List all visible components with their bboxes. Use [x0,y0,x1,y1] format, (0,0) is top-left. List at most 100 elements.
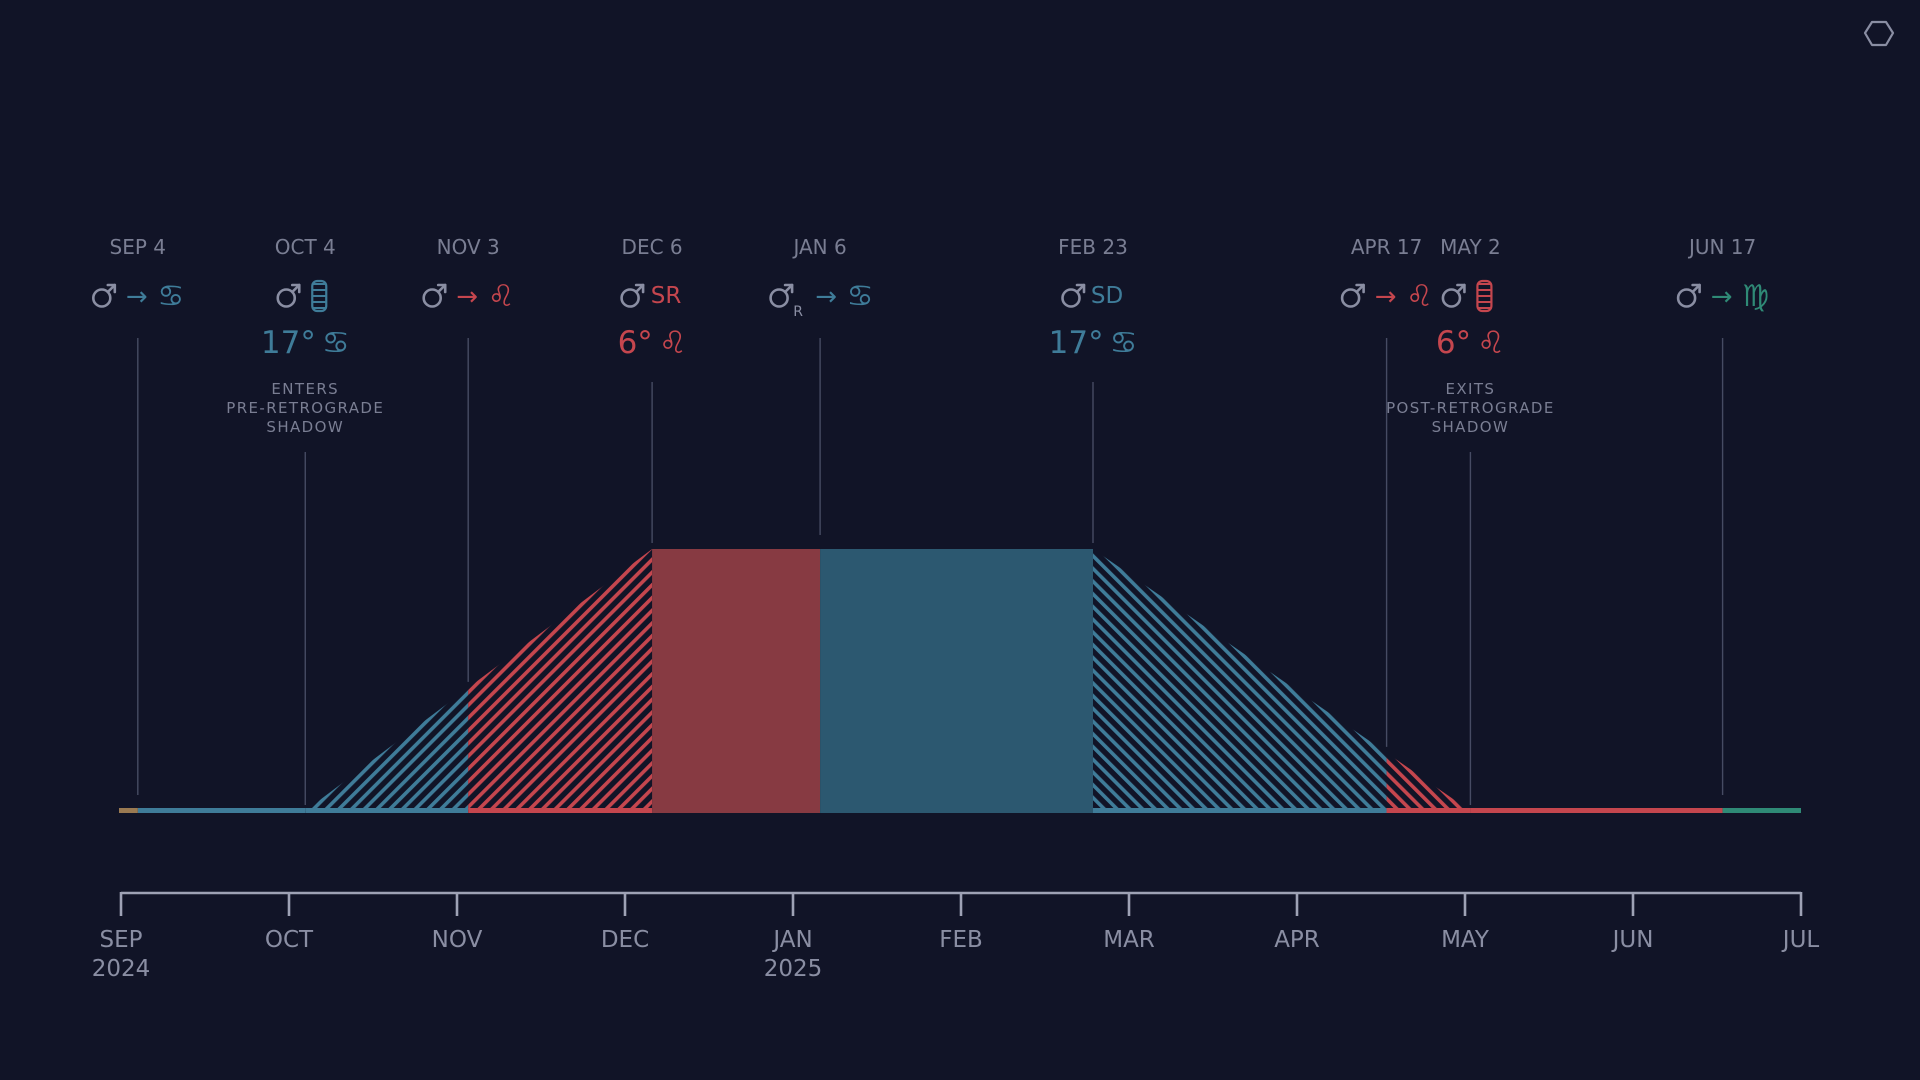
event-date: NOV 3 [437,235,500,259]
event-date: SEP 4 [110,235,166,259]
degree-value: 17° [1049,325,1104,361]
event-note-line: POST-RETROGRADE [1386,399,1555,417]
sign-glyph: ♌ [488,279,515,314]
axis-year-label: 2024 [92,956,151,982]
mars-circle [422,288,443,308]
mars-icon [1676,283,1701,308]
retrograde-marker: R [793,304,803,320]
mars-arrow-head [290,283,301,294]
mars-icon [422,283,447,308]
phase-baseline-virgo-band [1722,808,1801,813]
phase-shadow-rise-leo-hatch [468,549,653,813]
mars-icon [1061,283,1086,308]
mars-circle [1441,288,1462,308]
mars-arrow-head [436,283,447,294]
event-note-line: SHADOW [266,418,344,436]
phase-shadow-rise-cancer-hatch [305,687,469,813]
event-date: JUN 17 [1687,235,1756,259]
mars-icon [92,283,117,308]
axis-tick-label: JUL [1781,927,1820,953]
event-apr-17: APR 17 → ♌ [1340,235,1433,314]
mars-arrow-head [1456,283,1466,294]
hexagon-icon[interactable] [1863,20,1895,47]
mars-circle [276,288,297,308]
mars-arrow-head [634,283,645,294]
mars-circle [620,288,640,308]
ingress-arrow: → [126,282,148,312]
event-jan-6: JAN 6 R → ♋ [769,235,874,320]
axis-tick-label: NOV [432,927,483,953]
event-nov-3: NOV 3 → ♌ [422,235,515,314]
mars-arrow-head [783,283,794,294]
event-jun-17: JUN 17 → ♍ [1676,235,1769,314]
phase-retrograde-leo-block [652,549,821,813]
sign-glyph: ♍ [1742,279,1769,314]
phase-shadow-rise-cancer-band [305,808,469,813]
phase-shadow-rise-leo-band [468,808,653,813]
mars-circle [1340,288,1361,308]
degree-label: 17° ♋ [1049,325,1138,361]
degree-sign: ♋ [1110,325,1138,361]
ingress-arrow: → [456,282,478,312]
axis-tick-label: OCT [265,927,314,953]
event-sep-4: SEP 4 → ♋ [92,235,184,314]
mars-icon [1340,283,1365,308]
mars-arrow-head [1691,283,1701,294]
axis-tick-label: DEC [601,927,649,953]
phase-shadow-fall-leo-band [1386,808,1471,813]
mars-circle [92,288,112,308]
mars-icon [769,283,794,308]
degree-sign: ♋ [322,325,350,361]
event-date: MAY 2 [1440,235,1501,259]
event-note-line: EXITS [1445,380,1495,398]
station-label: SD [1091,283,1123,309]
phase-baseline-gemini-band [119,808,138,813]
event-date: DEC 6 [622,235,683,259]
event-dec-6: DEC 6 SR 6° ♌ [618,235,687,361]
ingress-arrow: → [1375,282,1397,312]
phase-shadow-fall-cancer-band [1093,808,1387,813]
sign-glyph: ♋ [157,279,184,314]
mars-icon [276,283,301,308]
event-date: FEB 23 [1058,235,1128,259]
degree-label: 6° ♌ [1436,325,1505,361]
mars-arrow-head [1355,283,1365,294]
mars-circle [1061,288,1081,308]
event-feb-23: FEB 23 SD 17° ♋ [1049,235,1138,361]
station-label: SR [651,283,682,309]
axis-tick-label: MAY [1441,927,1490,953]
axis-tick-label: JAN [771,927,812,953]
mars-circle [769,288,789,308]
shadow-icon-frame [1476,279,1493,313]
event-date: OCT 4 [275,235,336,259]
sign-glyph: ♋ [847,279,874,314]
degree-value: 17° [261,325,316,361]
shadow-icon [311,279,328,313]
degree-label: 17° ♋ [261,325,350,361]
degree-value: 6° [1436,325,1471,361]
axis-tick-label: APR [1274,927,1320,953]
mars-arrow-head [106,283,117,294]
phase-shadow-fall-cancer-hatch [1093,549,1387,813]
phase-shadow-fall-leo-hatch [1386,752,1471,813]
phase-baseline-cancer-band [137,808,306,813]
event-date: JAN 6 [791,235,846,259]
event-note-line: PRE-RETROGRADE [226,399,384,417]
axis-year-label: 2025 [764,956,823,982]
degree-sign: ♌ [1477,325,1505,361]
axis-tick-label: SEP [99,927,142,953]
axis-tick-label: JUN [1611,927,1654,953]
shadow-icon [1476,279,1493,313]
degree-label: 6° ♌ [618,325,687,361]
mars-circle [1676,288,1697,308]
degree-value: 6° [618,325,653,361]
phase-baseline-leo-band [1470,808,1723,813]
ingress-arrow: → [815,282,837,312]
axis-tick-label: MAR [1103,927,1155,953]
mars-arrow-head [1075,283,1086,294]
sign-glyph: ♌ [1406,279,1433,314]
event-note-line: ENTERS [271,380,339,398]
